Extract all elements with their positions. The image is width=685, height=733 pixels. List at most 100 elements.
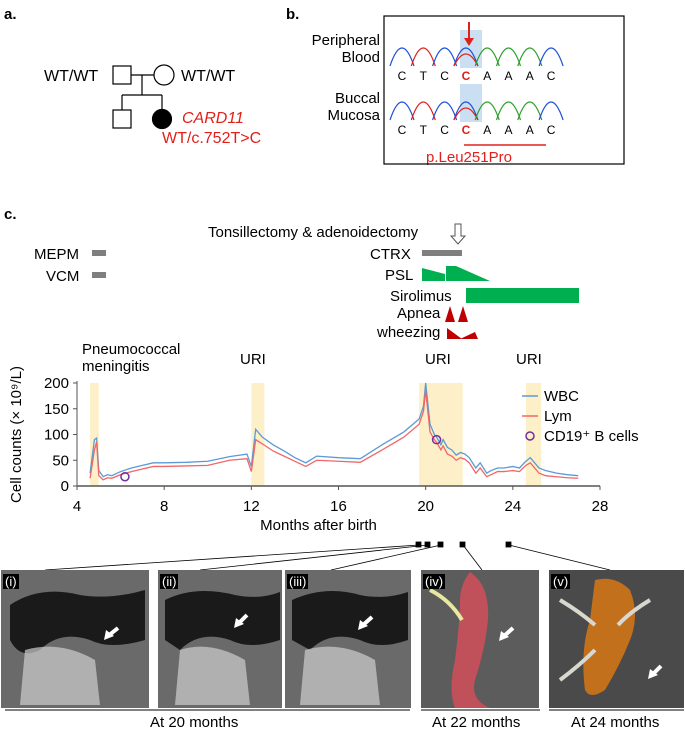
trace-peak: [495, 47, 522, 67]
x-tick-label: 16: [330, 498, 347, 515]
trace-peak: [410, 101, 436, 121]
infection-highlight: [419, 383, 463, 486]
legend-cd19-label: CD19⁺ B cells: [544, 428, 639, 445]
image-label-v: (v): [551, 574, 571, 589]
uri-label-2: URI: [425, 351, 451, 368]
trace-peak: [517, 101, 543, 121]
base-letter: A: [526, 69, 534, 83]
base-letter: A: [526, 123, 534, 137]
image-label-i: (i): [3, 574, 19, 589]
sibling-symbol: [112, 109, 132, 129]
lym-line: [89, 390, 579, 481]
base-letter: A: [483, 123, 491, 137]
trace-row2: [389, 101, 564, 121]
base-letter: T: [420, 123, 428, 137]
base-letter: A: [504, 69, 512, 83]
y-tick-label: 200: [44, 375, 69, 392]
father-genotype: WT/WT: [44, 68, 99, 85]
base-letter: C: [462, 123, 471, 137]
trace-peak: [453, 47, 479, 67]
wbc-line: [89, 382, 579, 478]
y-tick-label: 50: [52, 452, 69, 469]
mother-symbol: [153, 64, 175, 86]
meningitis-label: Pneumococcal meningitis: [82, 341, 180, 375]
image-panels: [1, 570, 684, 708]
row2-label-line1: Buccal: [334, 90, 380, 107]
apnea-marker-2: [458, 306, 468, 322]
sirolimus-bar: [466, 288, 579, 303]
uri-label-1: URI: [240, 351, 266, 368]
mutation-arrow-head: [464, 38, 474, 46]
x-tick-label: 20: [417, 498, 434, 515]
ctrx-label: CTRX: [370, 246, 411, 263]
x-tick-label: 12: [243, 498, 260, 515]
legend-cd19-swatch: [525, 431, 535, 441]
highlight-row2: [460, 84, 482, 122]
base-letter: T: [420, 69, 428, 83]
vcm-bar: [92, 272, 106, 278]
x-tick-label: 8: [160, 498, 168, 515]
infection-highlight: [90, 383, 99, 486]
treatment-bars: [92, 223, 579, 339]
mepm-bar: [92, 250, 106, 256]
apnea-label: Apnea: [397, 305, 441, 322]
row2-label-line2: Mucosa: [327, 107, 380, 124]
y-tick-label: 150: [44, 401, 69, 418]
trace-peak: [432, 101, 458, 121]
image-label-iv: (iv): [423, 574, 446, 589]
image-connectors: [44, 541, 611, 571]
trace-peak: [432, 47, 458, 67]
surgery-arrow-icon: [449, 223, 467, 245]
father-symbol: [112, 65, 132, 85]
trace-peak: [389, 47, 415, 67]
trace-peak: [538, 101, 564, 121]
psl-label: PSL: [385, 267, 414, 284]
row1-label-line2: Blood: [341, 49, 380, 66]
patient-genotype: WT/c.752T>C: [162, 130, 262, 147]
trace-row1: [389, 47, 564, 67]
trace-peak: [389, 101, 415, 121]
image-label-iii: (iii): [287, 574, 309, 589]
mother-genotype: WT/WT: [181, 68, 236, 85]
psl-wedge-1: [422, 268, 445, 281]
caption-20: At 20 months: [150, 714, 239, 731]
base-letter: C: [547, 123, 556, 137]
panel-b-label: b.: [286, 6, 300, 23]
row1-label: Peripheral Blood: [304, 32, 380, 66]
base-letter: C: [398, 123, 407, 137]
apnea-marker-1: [445, 306, 455, 322]
trace-peak: [517, 47, 543, 67]
x-tick-label: 4: [73, 498, 81, 515]
trace-peak: [495, 101, 522, 121]
cd19-point: [120, 471, 130, 482]
pedigree: [112, 64, 175, 130]
trace-peak: [538, 47, 564, 67]
y-axis-label: Cell counts (× 10⁹/L): [8, 366, 25, 503]
base-letter: C: [398, 69, 407, 83]
x-axis-label: Months after birth: [260, 517, 377, 534]
meningitis-line1: Pneumococcal: [82, 341, 181, 358]
x-tick-label: 24: [504, 498, 521, 515]
row1-label-line1: Peripheral: [311, 32, 380, 49]
base-letter: C: [440, 69, 449, 83]
tonsillectomy-label: Tonsillectomy & adenoidectomy: [208, 224, 419, 241]
base-letter: C: [440, 123, 449, 137]
cell-count-chart: 0 50 100 150 200 4 8 12 16 20 24 28 Months after bir…: [8, 366, 639, 534]
trace-peak: [453, 101, 479, 121]
trace-peak: [474, 101, 500, 121]
mepm-label: MEPM: [34, 246, 79, 263]
y-tick-label: 0: [61, 478, 69, 495]
sirolimus-label: Sirolimus: [390, 288, 452, 305]
base-letter: C: [462, 69, 471, 83]
caption-22: At 22 months: [432, 714, 521, 731]
trace-peak: [474, 47, 500, 67]
wheezing-marker-2: [460, 332, 478, 339]
row2-label: Buccal Mucosa: [304, 90, 380, 124]
base-letter: C: [547, 69, 556, 83]
ctrx-bar: [422, 250, 462, 256]
base-letter: A: [483, 69, 491, 83]
base-letter: A: [504, 123, 512, 137]
